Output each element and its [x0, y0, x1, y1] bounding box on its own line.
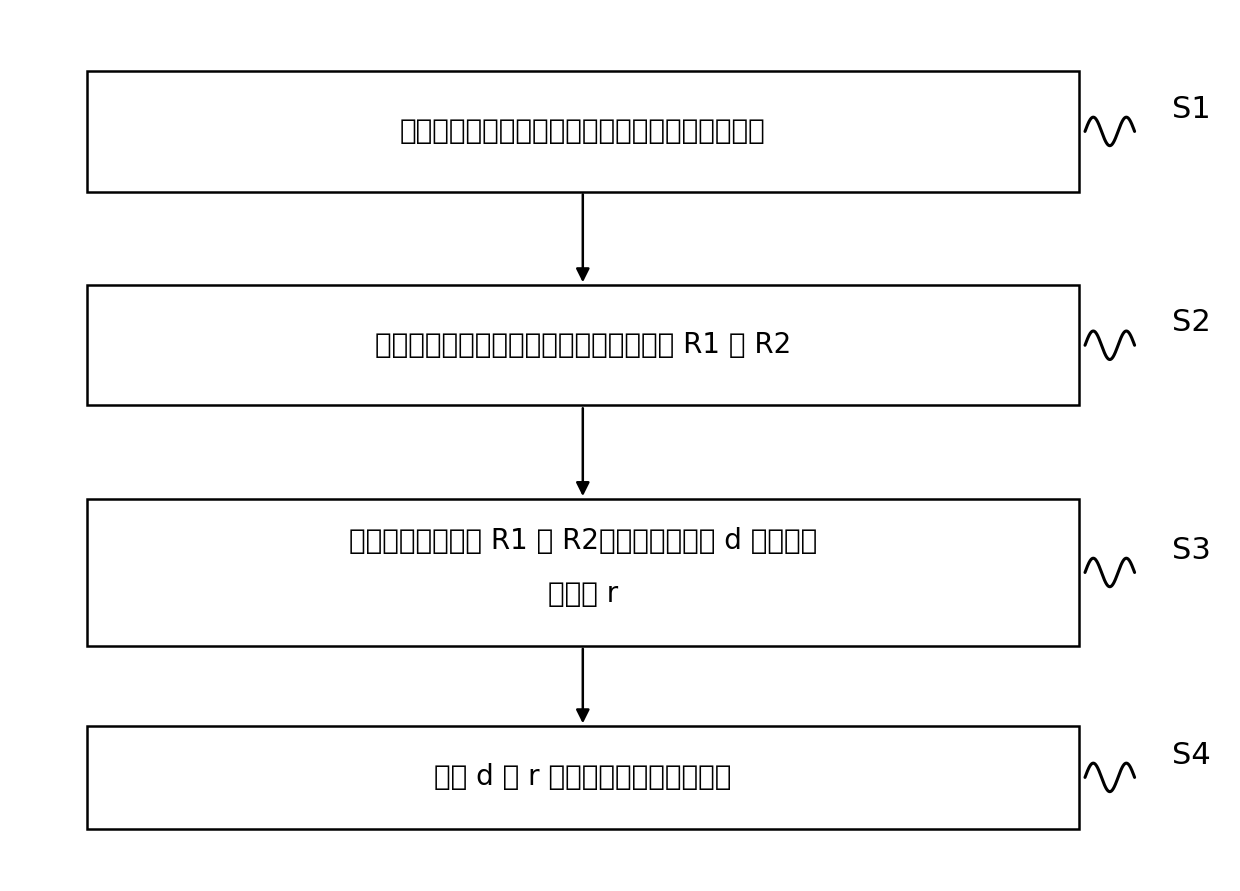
FancyBboxPatch shape	[87, 285, 1079, 405]
FancyBboxPatch shape	[87, 499, 1079, 646]
Text: 超声波在钻杆和组织中传播，产生反射波 R1 和 R2: 超声波在钻杆和组织中传播，产生反射波 R1 和 R2	[374, 331, 791, 359]
Text: 测控器发射激励信号激发超声波，并转入接收状态: 测控器发射激励信号激发超声波，并转入接收状态	[401, 118, 765, 145]
Text: 险因素 r: 险因素 r	[548, 580, 618, 609]
Text: 测控器接收反射波 R1 和 R2，计算组织厚度 d 和距离风: 测控器接收反射波 R1 和 R2，计算组织厚度 d 和距离风	[348, 527, 817, 555]
FancyBboxPatch shape	[87, 726, 1079, 829]
Text: S4: S4	[1172, 740, 1210, 770]
Text: S2: S2	[1172, 308, 1210, 338]
FancyBboxPatch shape	[87, 71, 1079, 192]
Text: S3: S3	[1172, 535, 1210, 565]
Text: S1: S1	[1172, 94, 1210, 124]
Text: 根据 d 和 r 发出不同级别的示警信号: 根据 d 和 r 发出不同级别的示警信号	[434, 764, 732, 791]
